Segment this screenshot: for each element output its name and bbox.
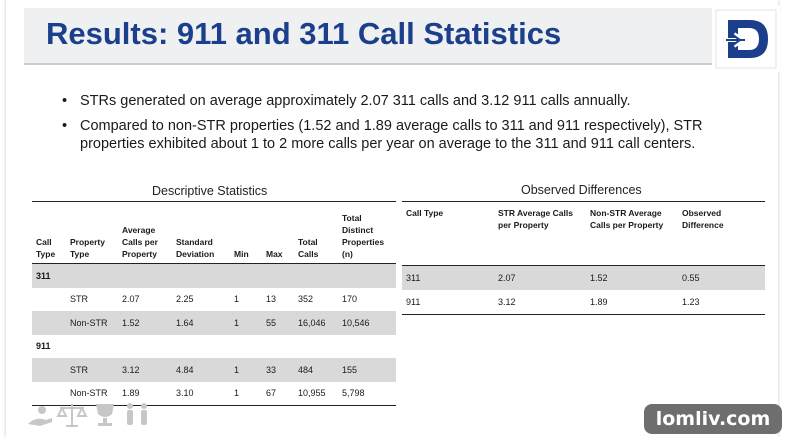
- observed-differences-table: Call Type STR Average Calls per Property…: [402, 201, 765, 315]
- descriptive-stats-table: Call Type Property Type Average Calls pe…: [32, 201, 396, 406]
- table-cell: 1.64: [176, 317, 194, 328]
- care-hands-icon: [28, 406, 52, 426]
- table-cell: 2.07: [122, 294, 140, 305]
- table-cell: 1.23: [678, 290, 765, 315]
- table-cell: 1: [234, 317, 240, 328]
- table-cell: 911: [36, 341, 51, 352]
- table-row: Non-STR 1.89 3.10 1 67 10,955 5,798: [32, 381, 396, 406]
- col-header: STR Average Calls per Property: [494, 201, 586, 266]
- table-row: STR 3.12 4.84 1 33 484 155: [32, 358, 396, 382]
- denver-d-logo-icon: [712, 6, 780, 72]
- table-cell: 16,046: [298, 317, 326, 328]
- col-header: Property Type: [66, 201, 118, 264]
- table-cell: 484: [298, 364, 314, 375]
- table-cell: 1.52: [590, 273, 608, 283]
- col-header: Max: [262, 201, 294, 264]
- scales-icon: [56, 404, 88, 427]
- table-row: STR 2.07 2.25 1 13 352 170: [32, 288, 396, 312]
- table-cell: 67: [262, 381, 294, 406]
- table-cell: 311: [36, 270, 51, 281]
- col-header: Non-STR Average Calls per Property: [586, 201, 678, 266]
- table-cell: [32, 288, 66, 312]
- table-cell: 33: [266, 364, 277, 375]
- bullet-item: STRs generated on average approximately …: [60, 92, 760, 110]
- page-title: Results: 911 and 311 Call Statistics: [46, 16, 562, 51]
- table-cell: 4.84: [176, 364, 194, 375]
- table-cell: Non-STR: [66, 381, 118, 406]
- observed-differences-caption: Observed Differences: [521, 183, 642, 197]
- table-group-row: 311: [32, 263, 396, 288]
- col-header: Min: [230, 201, 262, 264]
- table-cell: [32, 381, 66, 406]
- table-cell: 3.10: [172, 381, 230, 406]
- table-row: Non-STR 1.52 1.64 1 55 16,046 10,546: [32, 311, 396, 335]
- col-header: Call Type: [402, 201, 494, 266]
- table-cell: STR: [70, 294, 88, 305]
- table-cell: 170: [342, 294, 358, 305]
- table-cell: STR: [70, 364, 88, 375]
- table-cell: 1: [234, 364, 240, 375]
- table-cell: Non-STR: [70, 317, 108, 328]
- table-cell: [32, 358, 66, 382]
- table-cell: 10,955: [294, 381, 338, 406]
- bullet-item: Compared to non-STR properties (1.52 and…: [60, 117, 760, 153]
- col-header: Call Type: [32, 201, 66, 264]
- col-header: Total Distinct Properties (n): [338, 201, 396, 264]
- col-header: Observed Difference: [678, 201, 765, 266]
- table-cell: 2.25: [176, 294, 194, 305]
- table-cell: 1: [230, 381, 262, 406]
- watermark: lomliv.com: [644, 404, 782, 434]
- table-cell: 311: [406, 273, 421, 283]
- table-cell: 155: [342, 364, 358, 375]
- table-cell: [32, 311, 66, 335]
- table-cell: 3.12: [494, 290, 586, 315]
- bullet-list: STRs generated on average approximately …: [60, 92, 760, 160]
- table-cell: 5,798: [338, 381, 396, 406]
- table-cell: 911: [402, 290, 494, 315]
- table-cell: 10,546: [342, 317, 370, 328]
- col-header: Total Calls: [294, 201, 338, 264]
- table-cell: 55: [266, 317, 277, 328]
- table-row: 911 3.12 1.89 1.23: [402, 290, 765, 315]
- footer-icons: [26, 400, 156, 430]
- people-icon: [127, 403, 147, 425]
- table-group-row: 911: [32, 335, 396, 359]
- table-cell: 3.12: [122, 364, 140, 375]
- col-header: Standard Deviation: [172, 201, 230, 264]
- table-cell: 1.89: [586, 290, 678, 315]
- table-cell: 13: [266, 294, 277, 305]
- table-row: 311 2.07 1.52 0.55: [402, 265, 765, 290]
- table-cell: 2.07: [498, 273, 516, 283]
- table-cell: 1.52: [122, 317, 140, 328]
- table-cell: 0.55: [682, 273, 700, 283]
- col-header: Average Calls per Property: [118, 201, 172, 264]
- table-cell: 352: [298, 294, 314, 305]
- title-bar: Results: 911 and 311 Call Statistics: [24, 8, 714, 65]
- descriptive-stats-caption: Descriptive Statistics: [152, 184, 268, 198]
- table-cell: 1: [234, 294, 240, 305]
- trophy-icon: [96, 404, 114, 426]
